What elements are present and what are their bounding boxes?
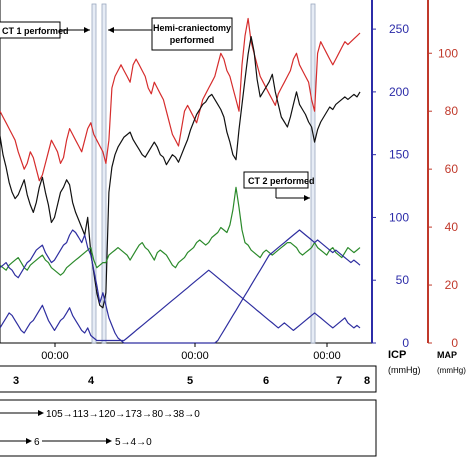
icp-tick-label-0: 0 [402, 336, 409, 350]
day-marker-2: 5 [187, 375, 193, 387]
series-line-4 [0, 269, 361, 342]
series-line-0 [0, 17, 361, 182]
series-line-1 [0, 36, 361, 309]
sequence-row-1-arrowhead [38, 410, 44, 416]
sequence-row-3-text: 5→4→0 [115, 437, 152, 448]
annotation-hemi-box [151, 17, 233, 51]
sequence-row-box [0, 399, 377, 457]
series-line-2 [0, 186, 361, 276]
sequence-row-2b-arrowhead [106, 438, 112, 444]
sequence-row-2-arrowhead [26, 438, 32, 444]
x-tick-label-0: 00:00 [41, 350, 69, 362]
day-marker-1: 4 [88, 375, 95, 387]
annotation-hemi-text: Hemi-craniectomy performed [153, 23, 231, 45]
map-ticks: 0 20 40 60 80 100 [428, 46, 458, 350]
icp-tick-label-3: 150 [389, 148, 409, 162]
day-marker-0: 3 [13, 375, 19, 387]
annotation-ct1-arrowhead [84, 27, 90, 33]
map-tick-label-1: 20 [445, 278, 459, 292]
icp-ticks: 0 50 100 150 200 250 [372, 22, 409, 350]
event-bar-hemi [101, 3, 107, 344]
map-tick-label-5: 100 [438, 46, 458, 60]
icp-tick-label-1: 50 [396, 273, 410, 287]
x-tick-label-2: 00:00 [313, 350, 341, 362]
map-tick-label-0: 0 [451, 336, 458, 350]
icp-tick-label-2: 100 [389, 210, 409, 224]
map-tick-label-3: 60 [445, 162, 459, 176]
annotation-hemi-line-0: Hemi-craniectomy [153, 23, 231, 33]
annotation-hemi-arrowhead [108, 27, 114, 33]
icp-tick-label-4: 200 [389, 85, 409, 99]
day-marker-4: 7 [336, 375, 342, 387]
series-line-3 [0, 229, 361, 344]
sequence-row-2-text: 6 [34, 437, 40, 448]
day-marker-5: 8 [364, 375, 370, 387]
annotation-ct2: CT 2 performed [243, 171, 315, 201]
annotation-ct1-text: CT 1 performed [2, 26, 69, 36]
day-row-box [0, 365, 377, 393]
map-tick-label-4: 80 [445, 104, 459, 118]
annotation-ct2-arrowhead [304, 195, 310, 201]
day-markers: 3 4 5 6 7 8 [13, 375, 370, 387]
sequence-row-2: 6 5→4→0 [0, 437, 152, 448]
annotation-hemi-line-1: performed [170, 35, 215, 45]
annotation-ct2-text: CT 2 performed [248, 176, 315, 186]
sequence-row-1: 105→113→120→173→80→38→0 [0, 409, 200, 420]
event-bar-ct2 [310, 3, 316, 344]
x-tick-label-1: 00:00 [181, 350, 209, 362]
map-axis-title: MAP [437, 350, 457, 360]
event-bars [91, 3, 316, 344]
icp-tick-label-5: 250 [389, 22, 409, 36]
icp-axis-title-unit: (mmHg) [388, 365, 421, 375]
sequence-row-1-text: 105→113→120→173→80→38→0 [46, 409, 200, 420]
annotation-hemi: Hemi-craniectomy performed [108, 17, 233, 51]
annotation-ct1: CT 1 performed [0, 21, 90, 39]
series-layer [0, 17, 361, 344]
x-ticks: 00:00 00:00 00:00 [41, 343, 341, 362]
day-marker-3: 6 [263, 375, 269, 387]
icp-axis-title: ICP [388, 349, 406, 361]
map-tick-label-2: 40 [445, 220, 459, 234]
event-bar-ct1 [91, 3, 97, 344]
map-axis-title-unit: (mmHg) [437, 366, 466, 375]
